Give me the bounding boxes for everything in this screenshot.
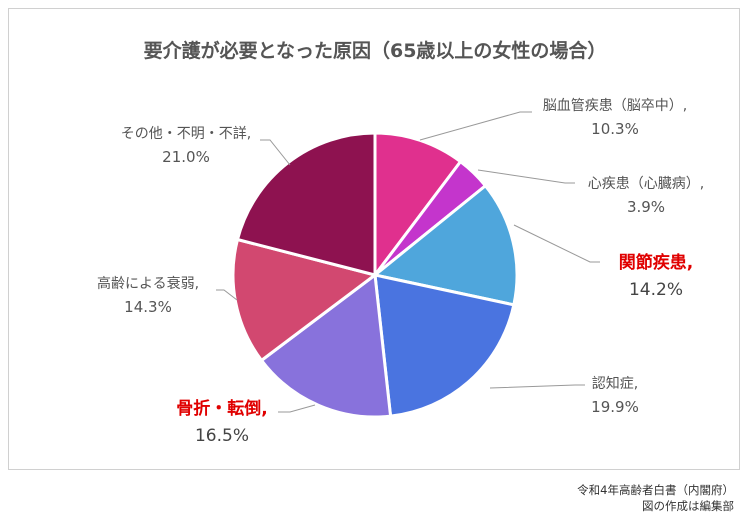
slice-label: 関節疾患, [619, 252, 693, 273]
slice-label: 脳血管疾患（脳卒中）, [543, 98, 687, 114]
slice-label: 心疾患（心臓病）, [588, 176, 704, 192]
slice-value-label: 10.3% [591, 120, 639, 138]
slice-value-label: 3.9% [627, 198, 665, 216]
slice-value-label: 14.2% [629, 280, 683, 300]
slice-label: 認知症, [592, 375, 638, 392]
pie-slice [371, 183, 519, 307]
chart-frame [8, 8, 740, 470]
pie-slice [231, 237, 379, 363]
source-line-2: 図の作成は編集部 [642, 499, 734, 513]
slice-value-label: 19.9% [591, 398, 639, 416]
leader-line [477, 169, 575, 184]
leader-line [260, 139, 291, 166]
slice-label: その他・不明・不詳, [121, 126, 251, 142]
slice-value-label: 16.5% [195, 426, 249, 446]
slice-label: 高齢による衰弱, [97, 275, 199, 292]
pie-slice [259, 272, 393, 419]
leader-line [513, 224, 600, 263]
pie-slice [373, 273, 516, 418]
slice-label: 骨折・転倒, [176, 398, 267, 419]
leader-line [489, 384, 585, 389]
leader-line [419, 111, 532, 141]
leader-line [216, 289, 238, 301]
source-note: 令和4年高齢者白書（内閣府） 図の作成は編集部 [577, 482, 734, 514]
slice-value-label: 14.3% [124, 298, 172, 316]
chart-title: 要介護が必要となった原因（65歳以上の女性の場合） [143, 40, 607, 62]
slice-value-label: 21.0% [162, 148, 210, 166]
source-line-1: 令和4年高齢者白書（内閣府） [577, 483, 734, 497]
leader-line [278, 404, 316, 413]
